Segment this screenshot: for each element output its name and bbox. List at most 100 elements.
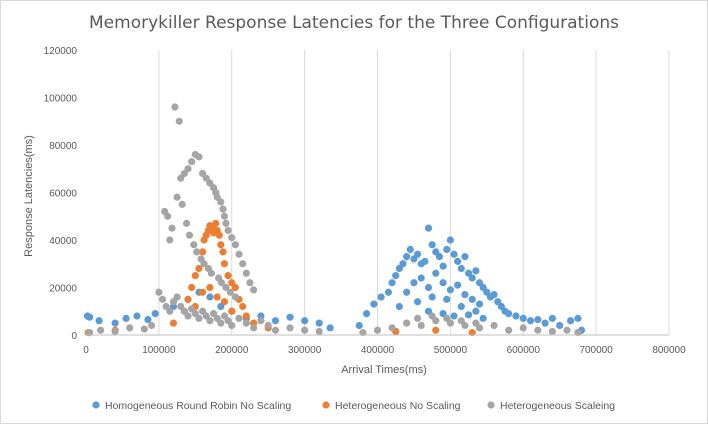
- data-point-series-2: [215, 231, 223, 239]
- data-point-series-1: [468, 274, 476, 282]
- data-point-series-1: [384, 288, 393, 296]
- data-point-series-1: [454, 257, 462, 265]
- data-point-series-3: [231, 241, 239, 249]
- data-point-series-3: [574, 329, 582, 337]
- data-point-series-3: [548, 327, 557, 336]
- data-point-series-1: [556, 321, 564, 330]
- data-point-series-3: [443, 314, 451, 322]
- data-point-series-1: [428, 241, 436, 249]
- data-point-series-1: [417, 274, 425, 282]
- y-tick-label: 60000: [49, 189, 77, 200]
- data-point-series-2: [228, 307, 236, 315]
- data-point-series-1: [403, 253, 411, 261]
- data-point-series-2: [231, 283, 239, 292]
- data-point-series-3: [403, 319, 411, 327]
- data-point-series-3: [207, 269, 215, 277]
- data-point-series-3: [175, 117, 183, 125]
- data-point-series-3: [193, 248, 201, 256]
- grid-lines: [158, 50, 670, 335]
- data-point-series-3: [217, 319, 225, 327]
- data-point-series-1: [450, 250, 458, 258]
- data-point-series-3: [173, 293, 181, 301]
- data-point-series-1: [464, 311, 473, 319]
- data-point-series-1: [457, 302, 465, 311]
- data-point-series-3: [111, 327, 119, 336]
- data-point-series-3: [235, 250, 243, 258]
- data-point-series-1: [461, 291, 469, 299]
- data-point-series-1: [479, 314, 487, 322]
- data-point-series-3: [158, 295, 167, 303]
- y-tick-label: 100000: [44, 94, 78, 105]
- legend-marker: [487, 401, 495, 409]
- x-axis-label: Arrival Times(ms): [341, 364, 427, 376]
- data-point-series-2: [212, 219, 220, 227]
- data-point-series-2: [224, 272, 232, 280]
- data-point-series-3: [264, 321, 272, 330]
- data-point-series-1: [505, 310, 513, 318]
- data-point-series-1: [399, 260, 407, 268]
- data-point-series-1: [472, 307, 480, 315]
- data-point-series-3: [428, 312, 436, 320]
- data-point-series-3: [96, 326, 105, 334]
- data-point-series-1: [315, 319, 323, 327]
- data-point-series-2: [191, 272, 199, 280]
- data-point-series-1: [439, 262, 447, 270]
- data-point-series-1: [439, 279, 447, 287]
- data-point-series-1: [534, 315, 542, 324]
- data-point-series-1: [392, 272, 400, 280]
- data-point-series-2: [217, 241, 225, 249]
- data-point-series-1: [421, 257, 429, 265]
- y-tick-label: 120000: [44, 46, 78, 57]
- data-point-series-1: [133, 312, 141, 320]
- data-point-series-3: [222, 219, 230, 227]
- data-point-series-3: [242, 319, 250, 327]
- legend-label: Homogeneous Round Robin No Scaling: [105, 400, 291, 412]
- x-tick-label: 200000: [215, 345, 249, 356]
- data-point-series-1: [424, 224, 433, 232]
- data-point-series-3: [490, 321, 498, 330]
- data-point-series-3: [228, 234, 236, 242]
- data-point-series-1: [457, 264, 465, 273]
- data-point-series-1: [428, 293, 436, 301]
- data-point-series-1: [446, 236, 454, 244]
- data-point-series-3: [166, 236, 174, 244]
- data-point-series-1: [355, 321, 363, 330]
- data-point-series-2: [188, 283, 196, 292]
- data-point-series-2: [220, 260, 229, 268]
- data-point-series-1: [472, 267, 480, 275]
- y-axis-label: Response Latencies(ms): [23, 135, 35, 257]
- data-point-series-1: [377, 293, 385, 301]
- x-tick-label: 0: [83, 345, 89, 356]
- data-point-series-3: [217, 279, 226, 287]
- data-point-series-3: [388, 324, 396, 332]
- data-point-series-2: [169, 319, 178, 327]
- data-point-series-3: [147, 321, 156, 330]
- data-point-series-1: [454, 281, 462, 289]
- data-point-series-1: [410, 279, 418, 287]
- y-axis-ticks: 0 20000 40000 60000 80000 100000 120000: [44, 46, 78, 342]
- data-point-series-3: [359, 329, 367, 337]
- data-point-series-3: [413, 314, 422, 322]
- y-tick-label: 80000: [49, 141, 77, 152]
- x-tick-label: 300000: [288, 345, 322, 356]
- data-point-series-1: [413, 298, 422, 306]
- data-point-series-1: [435, 253, 444, 261]
- data-point-series-3: [200, 260, 208, 268]
- data-point-series-3: [178, 200, 186, 208]
- data-point-series-1: [122, 314, 130, 322]
- data-point-series-2: [242, 312, 250, 320]
- data-point-series-3: [257, 317, 265, 325]
- data-point-series-3: [206, 317, 214, 325]
- data-point-series-1: [403, 288, 411, 296]
- data-point-series-1: [443, 295, 451, 303]
- data-point-series-2: [195, 264, 203, 273]
- data-point-series-3: [188, 158, 196, 166]
- x-tick-label: 700000: [579, 345, 613, 356]
- data-point-series-1: [567, 317, 575, 325]
- data-point-series-3: [217, 198, 225, 206]
- data-point-series-3: [242, 269, 250, 277]
- data-point-series-3: [195, 153, 203, 161]
- data-point-series-1: [286, 313, 294, 321]
- data-point-series-2: [184, 295, 192, 303]
- data-point-series-2: [199, 288, 207, 296]
